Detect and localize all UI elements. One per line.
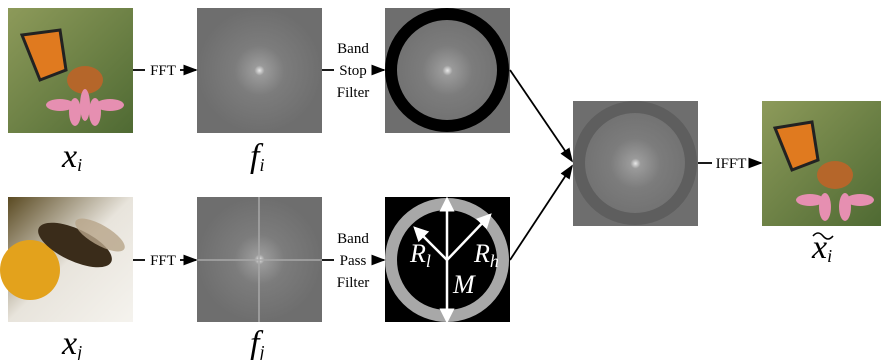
spectrum-image [197, 197, 322, 322]
diagram: Rl Rh M FFT FFT IFFT Band Stop Filter Ba… [0, 0, 881, 360]
bee-image [0, 197, 133, 322]
filter-word: Band [337, 231, 369, 247]
filter-word: Filter [337, 275, 370, 291]
mask-label: M [452, 270, 476, 299]
filter-word: Band [337, 41, 369, 57]
fft-label: FFT [150, 253, 176, 269]
spectrum-label: fi [250, 138, 264, 175]
input-label: xj [61, 325, 82, 360]
spectrum-label: fj [250, 325, 264, 360]
filter-word: Filter [337, 85, 370, 101]
filter-word: Pass [340, 253, 367, 269]
fft-label: FFT [150, 63, 176, 79]
filter-word: Stop [339, 63, 367, 79]
band-stop-image [385, 8, 510, 133]
combined-spectrum [573, 101, 698, 226]
butterfly-image [8, 8, 133, 133]
band-pass-mask: Rl Rh M [385, 197, 510, 322]
spectrum-image [197, 8, 322, 133]
input-label: xi [61, 138, 82, 175]
filter-label: Band Stop Filter Band Pass Filter [337, 41, 370, 291]
ifft-label: IFFT [716, 156, 747, 172]
output-image [762, 101, 881, 226]
